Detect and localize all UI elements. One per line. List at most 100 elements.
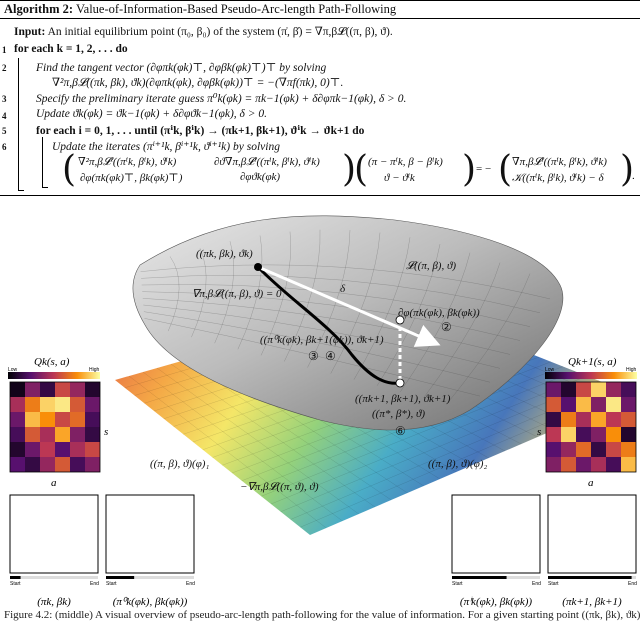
panel-caption: (πk, βk) <box>37 596 71 608</box>
matrix-m11: ∇²π,β𝓛ⁱ((πⁱk, βⁱk), ϑⁱk) <box>78 156 177 168</box>
heatmap-cell <box>85 382 100 397</box>
heatmap-cell <box>25 397 40 412</box>
progress-fill <box>10 576 21 579</box>
heatmap-cell <box>85 397 100 412</box>
heatmap-cell <box>85 412 100 427</box>
heatmap-cell <box>621 382 636 397</box>
heatmap-cell <box>561 457 576 472</box>
heatmap-cell <box>10 457 25 472</box>
progress-start-label: Start <box>10 581 21 587</box>
label-axis-right: ((π, β), ϑ)(φ)₂ <box>428 458 487 470</box>
heatmap-right-low: Low <box>545 367 555 373</box>
outer-loop-bar <box>18 58 19 190</box>
label-step-2: ② <box>441 320 452 334</box>
algorithm-name: Value-of-Information-Based Pseudo-Arc-le… <box>76 2 397 16</box>
vector-lparen: ( <box>354 149 369 190</box>
heatmap-cell <box>606 382 621 397</box>
line-1: for each k = 1, 2, . . . do <box>14 43 128 55</box>
panel-caption: (π⁰k(φk), βk(φk)) <box>113 596 188 608</box>
inner-loop-end <box>42 187 48 188</box>
heatmap-cell <box>591 397 606 412</box>
bottom-rule <box>0 195 640 196</box>
policy-panel <box>9 494 99 574</box>
equals-minus: = − <box>476 163 492 175</box>
progress-end-label: End <box>532 581 541 587</box>
heatmap-cell <box>55 412 70 427</box>
algorithm-title: Algorithm 2: Value-of-Information-Based … <box>4 2 396 17</box>
rhs-rparen: ) <box>620 149 635 190</box>
heatmap-cell <box>591 457 606 472</box>
label-gradient-zero: ∇π,β𝓛((π, β), ϑ) = 0 <box>192 288 282 300</box>
line-2: Find the tangent vector (∂φπk(φk)⊤, ∂φβk… <box>36 62 327 74</box>
progress-end-label: End <box>628 581 637 587</box>
heatmap-cell <box>25 427 40 442</box>
figure-caption: Figure 4.2: (middle) A visual overview o… <box>4 609 640 621</box>
heatmap-cell <box>40 427 55 442</box>
panel-caption: (πⁱk(φk), βk(φk)) <box>460 596 532 608</box>
policy-panels: Start End (πk, βk) Start End (π⁰k(φk), βk(φk)… <box>9 494 637 608</box>
heatmap-cell <box>25 382 40 397</box>
vector-v1: (π − πⁱk, β − βⁱk) <box>368 156 443 168</box>
matrix-m12: ∂ϑ∇π,β𝓛ⁱ((πⁱk, βⁱk), ϑⁱk) <box>214 156 320 168</box>
heatmap-cell <box>561 382 576 397</box>
heatmap-cell <box>576 397 591 412</box>
matrix-rparen: ) <box>342 149 357 190</box>
heatmap-right-colorbar <box>545 372 637 379</box>
heatmap-cell <box>10 397 25 412</box>
heatmap-cell <box>546 382 561 397</box>
matrix-m21: ∂φ(πk(φk)⊤, βk(φk)⊤) <box>80 172 183 184</box>
heatmap-cell <box>70 442 85 457</box>
label-start-point: ((πk, βk), ϑk) <box>196 248 253 260</box>
heatmap-left-low: Low <box>8 367 18 373</box>
heatmap-right-ylabel: s <box>537 426 541 438</box>
prediction-marker <box>395 315 405 325</box>
top-rule <box>0 0 640 1</box>
line-5: for each i = 0, 1, . . . until (πⁱk, βⁱk… <box>36 125 365 137</box>
heatmap-cell <box>591 427 606 442</box>
heatmap-cell <box>70 457 85 472</box>
line-number-4: 4 <box>2 111 7 121</box>
progress-track <box>106 576 194 579</box>
heatmap-cell <box>621 457 636 472</box>
label-step-6: ⑥ <box>395 424 406 438</box>
heatmap-left-xlabel: a <box>51 477 57 489</box>
surface-grid <box>140 229 551 405</box>
rhs-r2: 𝒦((πⁱk, βⁱk), ϑⁱk) − δ <box>512 172 604 184</box>
start-point-marker <box>254 263 262 271</box>
heatmap-cell <box>40 397 55 412</box>
rhs-lparen: ( <box>498 149 513 190</box>
line-6: Update the iterates (πⁱ⁺¹k, βⁱ⁺¹k, ϑⁱ⁺¹k… <box>52 141 280 153</box>
heatmap-cell <box>546 427 561 442</box>
label-axis-left: ((π, β), ϑ)(φ)₁ <box>150 458 209 470</box>
heatmap-cell <box>606 397 621 412</box>
heatmap-cell <box>70 382 85 397</box>
heatmap-cell <box>25 457 40 472</box>
heatmap-cell <box>70 412 85 427</box>
algorithm-block: Algorithm 2: Value-of-Information-Based … <box>0 0 640 196</box>
matrix-m22: ∂φϑk(φk) <box>240 171 281 183</box>
policy-panel <box>451 494 541 574</box>
heatmap-cell <box>55 442 70 457</box>
heatmap-cell <box>85 427 100 442</box>
heatmap-cell <box>621 427 636 442</box>
heatmap-left: Qk(s, a) Low High s a <box>8 356 108 489</box>
heatmap-cell <box>576 442 591 457</box>
title-rule <box>0 18 640 19</box>
heatmap-cell <box>621 442 636 457</box>
heatmap-cell <box>561 442 576 457</box>
rhs-r1: ∇π,β𝓛ⁱ((πⁱk, βⁱk), ϑⁱk) <box>512 156 607 168</box>
heatmap-cell <box>10 427 25 442</box>
heatmap-cell <box>10 412 25 427</box>
label-step-4: ④ <box>325 349 336 363</box>
progress-end-label: End <box>186 581 195 587</box>
line-number-6: 6 <box>2 142 7 152</box>
heatmap-right-xlabel: a <box>588 477 594 489</box>
heatmap-cell <box>606 457 621 472</box>
progress-end-label: End <box>90 581 99 587</box>
policy-panel <box>547 494 637 574</box>
label-tangent: ∂φ(πk(φk), βk(φk)) <box>398 307 480 319</box>
input-text: An initial equilibrium point (π₀, β₀) of… <box>47 26 393 38</box>
tangent-arrow <box>257 265 441 347</box>
heatmap-cell <box>55 382 70 397</box>
heatmap-cell <box>606 442 621 457</box>
